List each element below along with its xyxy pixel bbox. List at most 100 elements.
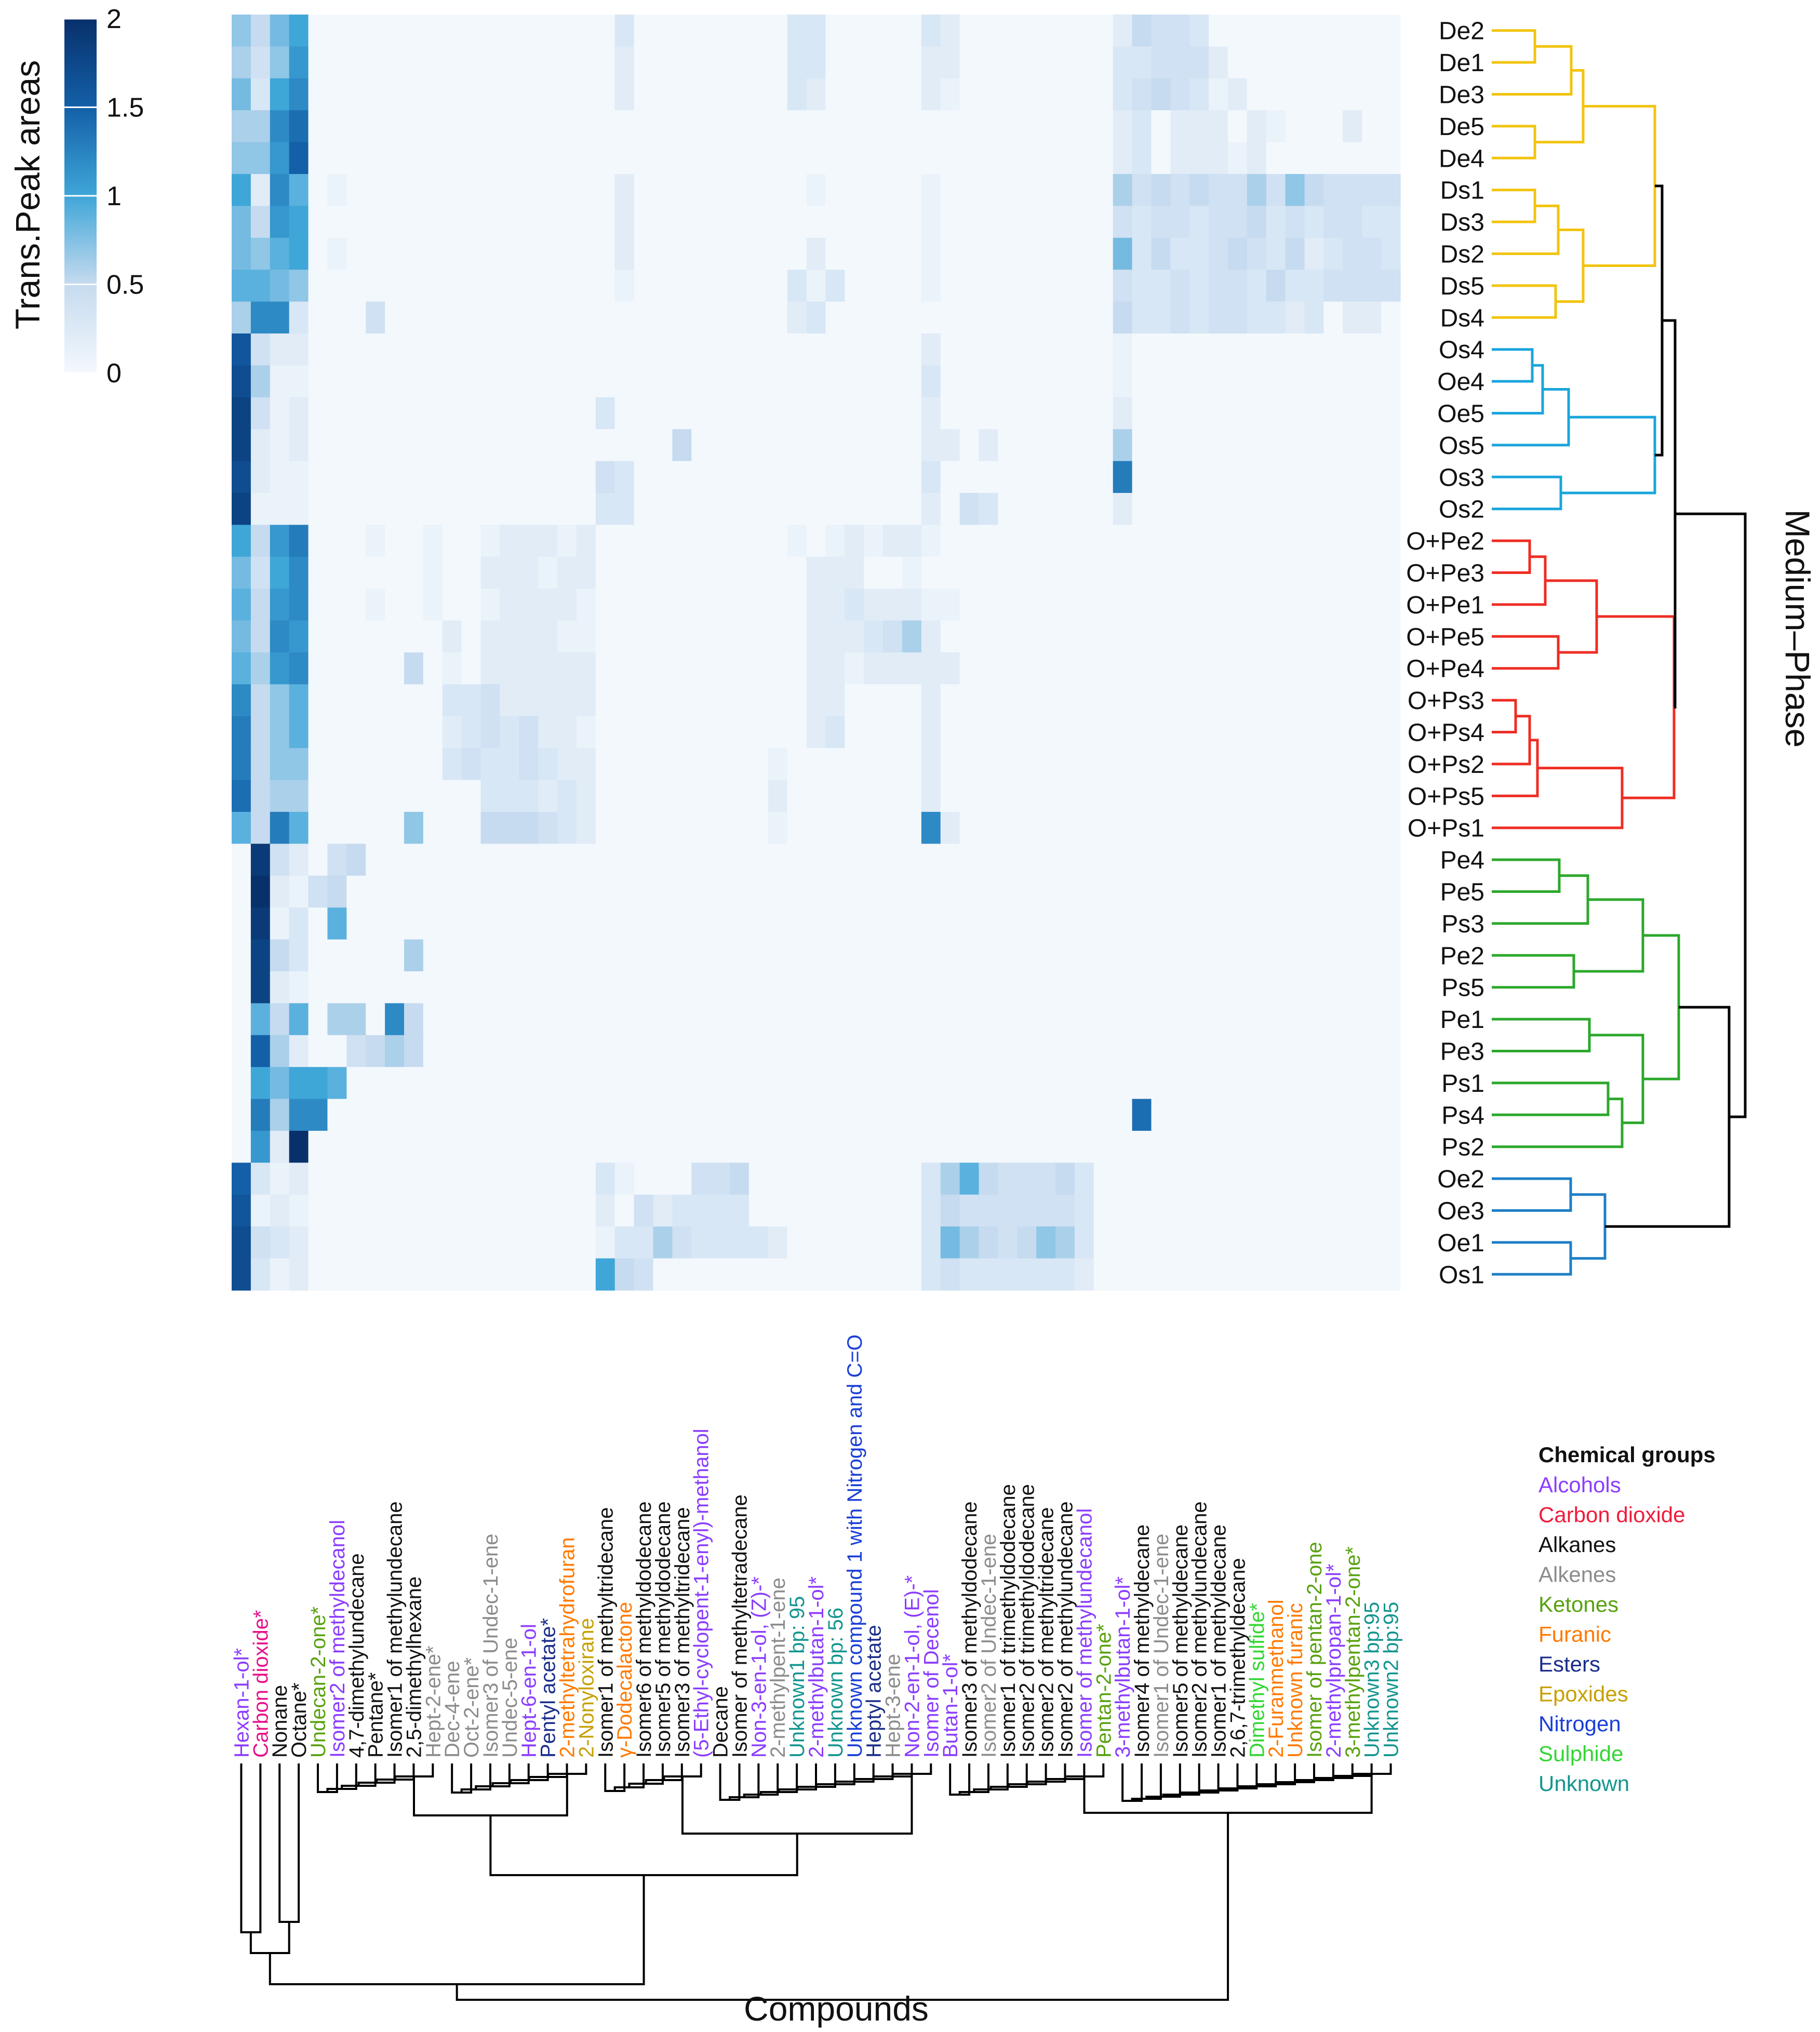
heatmap-cell [1093,620,1114,653]
heatmap-cell [442,46,462,79]
heatmap-cell [1362,525,1382,557]
heatmap-cell [634,1226,654,1259]
heatmap-cell [346,556,366,589]
heatmap-cell [1170,142,1190,175]
heatmap-cell [806,971,826,1004]
heatmap-cell [346,1131,366,1163]
heatmap-cell [614,556,635,589]
heatmap-cell [1209,270,1228,302]
heatmap-cell [500,1194,519,1227]
heatmap-cell [1304,1162,1324,1195]
heatmap-cell [921,1131,941,1163]
heatmap-cell [634,429,654,462]
heatmap-cell [423,939,443,972]
heatmap-cell [1132,1194,1152,1227]
heatmap-cell [653,1067,673,1100]
column-label: Isomer5 of methyldodecane [652,1501,675,1758]
heatmap-cell [1209,1003,1228,1036]
heatmap-cell [921,589,941,621]
heatmap-cell [250,174,271,206]
heatmap-cell [959,270,980,302]
heatmap-cell [461,589,481,621]
heatmap-cell [1074,461,1094,493]
column-label: Isomer1 of Undec-1-ene [1150,1534,1173,1758]
heatmap-cell [940,301,960,334]
heatmap-cell [308,812,328,844]
heatmap-cell [1132,110,1152,143]
heatmap-cell [711,206,730,238]
heatmap-cell [921,110,941,143]
heatmap-cell [557,907,577,940]
heatmap-cell [538,365,558,398]
heatmap-cell [940,110,960,143]
heatmap-cell [1381,875,1401,908]
heatmap-cell [825,429,845,462]
row-dendrogram-branch [1492,874,1589,925]
row-dendrogram-branch [1492,348,1534,383]
heatmap-cell [921,716,941,748]
heatmap-cell [289,525,309,557]
heatmap-cell [748,812,769,844]
heatmap-cell [595,620,615,653]
heatmap-cell [250,206,271,238]
heatmap-cell [1093,1131,1114,1163]
heatmap-cell [250,748,271,781]
heatmap-cell [1113,270,1133,302]
heatmap-cell [883,174,903,206]
heatmap-cell [1055,1258,1075,1291]
heatmap-cell [1304,174,1324,206]
heatmap-cell [806,716,826,748]
heatmap-cell [232,142,251,175]
heatmap-cell [461,333,481,366]
heatmap-cell [1017,716,1037,748]
heatmap-cell [327,1003,347,1036]
heatmap-cell [1151,206,1171,238]
heatmap-cell [366,716,385,748]
heatmap-cell [1093,907,1114,940]
heatmap-cell [423,1162,443,1195]
heatmap-cell [538,142,558,175]
heatmap-cell [883,525,903,557]
heatmap-cell [366,46,385,79]
heatmap-cell [327,875,347,908]
heatmap-cell [1381,397,1401,430]
column-label: Isomer1 of methyldecane [1208,1525,1230,1758]
heatmap-cell [672,461,692,493]
heatmap-cell [346,333,366,366]
heatmap-cell [691,142,711,175]
heatmap-cell [1381,1099,1401,1131]
heatmap-cell [1017,365,1037,398]
heatmap-cell [1362,716,1382,748]
heatmap-cell [902,907,922,940]
heatmap-cell [1362,620,1382,653]
heatmap-cell [1170,78,1190,111]
heatmap-cell [576,46,596,79]
heatmap-cell [748,971,769,1004]
heatmap-cell [845,971,864,1004]
heatmap-cell [730,493,750,525]
heatmap-cell [1266,301,1286,334]
heatmap-cell [461,875,481,908]
heatmap-cell [653,46,673,79]
heatmap-cell [1074,237,1094,270]
heatmap-cell [404,748,424,781]
heatmap-cell [1343,493,1362,525]
heatmap-cell [289,174,309,206]
heatmap-cell [940,907,960,940]
heatmap-cell [825,174,845,206]
heatmap-cell [366,875,385,908]
heatmap-cell [1189,1162,1209,1195]
heatmap-cell [691,780,711,812]
heatmap-cell [691,716,711,748]
heatmap-cell [672,1194,692,1227]
heatmap-cell [1304,237,1324,270]
heatmap-cell [1362,652,1382,685]
heatmap-cell [979,1003,999,1036]
heatmap-cell [748,748,769,781]
heatmap-cell [672,1067,692,1100]
heatmap-cell [480,1131,500,1163]
heatmap-cell [1055,620,1075,653]
heatmap-cell [404,206,424,238]
heatmap-cell [825,1067,845,1100]
